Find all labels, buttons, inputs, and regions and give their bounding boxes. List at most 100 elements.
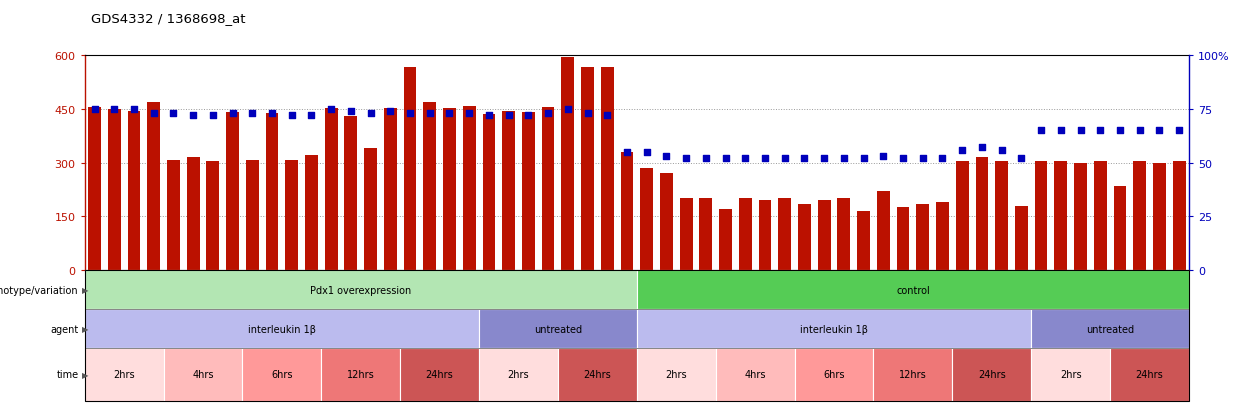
Bar — [383, 108, 397, 271]
Bar — [522, 113, 535, 271]
Point — [754, 156, 774, 162]
Bar — [365, 149, 377, 271]
Point — [105, 106, 125, 113]
Text: untreated: untreated — [1086, 324, 1134, 334]
Text: 2hrs: 2hrs — [508, 370, 529, 380]
Point — [656, 153, 676, 160]
Text: 24hrs: 24hrs — [584, 370, 611, 380]
Point — [163, 110, 183, 117]
Bar — [896, 208, 909, 271]
Bar — [108, 110, 121, 271]
Text: ▶: ▶ — [82, 325, 88, 334]
Text: 24hrs: 24hrs — [977, 370, 1006, 380]
Text: ▶: ▶ — [82, 285, 88, 294]
Point — [261, 110, 281, 117]
Text: time: time — [56, 370, 78, 380]
Point — [598, 113, 618, 119]
Bar — [660, 174, 672, 271]
Bar — [561, 57, 574, 271]
Text: 6hrs: 6hrs — [823, 370, 845, 380]
Bar — [1113, 186, 1127, 271]
Bar — [1035, 161, 1047, 271]
Bar — [423, 102, 436, 271]
Bar — [1055, 161, 1067, 271]
Text: Pdx1 overexpression: Pdx1 overexpression — [310, 285, 411, 295]
Point — [893, 156, 913, 162]
Point — [972, 145, 992, 152]
Point — [479, 113, 499, 119]
Point — [1071, 128, 1091, 134]
Point — [676, 156, 696, 162]
Point — [203, 113, 223, 119]
Bar — [700, 199, 712, 271]
Bar — [325, 108, 337, 271]
Bar — [187, 158, 199, 271]
Point — [420, 110, 439, 117]
Bar — [956, 161, 969, 271]
Point — [243, 110, 263, 117]
Text: ▶: ▶ — [82, 370, 88, 379]
Point — [794, 156, 814, 162]
Text: 12hrs: 12hrs — [899, 370, 926, 380]
Text: 2hrs: 2hrs — [113, 370, 134, 380]
Bar — [403, 68, 416, 271]
Bar — [167, 160, 179, 271]
Text: genotype/variation: genotype/variation — [0, 285, 78, 295]
Point — [578, 110, 598, 117]
Point — [124, 106, 144, 113]
Point — [716, 156, 736, 162]
Bar — [147, 102, 161, 271]
Point — [1111, 128, 1130, 134]
Point — [223, 110, 243, 117]
Bar — [443, 108, 456, 271]
Point — [814, 156, 834, 162]
Bar — [758, 201, 772, 271]
Bar — [640, 169, 654, 271]
Text: 24hrs: 24hrs — [1135, 370, 1163, 380]
Text: 2hrs: 2hrs — [665, 370, 687, 380]
Bar — [818, 201, 830, 271]
Point — [400, 110, 420, 117]
Bar — [285, 160, 298, 271]
Text: 24hrs: 24hrs — [426, 370, 453, 380]
Bar — [581, 68, 594, 271]
Bar — [916, 204, 929, 271]
Bar — [798, 204, 810, 271]
Bar — [838, 199, 850, 271]
Point — [933, 156, 952, 162]
Text: interleukin 1β: interleukin 1β — [248, 324, 316, 334]
Point — [873, 153, 893, 160]
Point — [854, 156, 874, 162]
Point — [1129, 128, 1149, 134]
Bar — [345, 116, 357, 271]
Point — [1149, 128, 1169, 134]
Bar — [483, 115, 496, 271]
Point — [834, 156, 854, 162]
Bar — [720, 210, 732, 271]
Point — [85, 106, 105, 113]
Bar — [207, 161, 219, 271]
Point — [499, 113, 519, 119]
Bar — [778, 199, 791, 271]
Text: interleukin 1β: interleukin 1β — [801, 324, 868, 334]
Bar — [738, 199, 752, 271]
Point — [459, 110, 479, 117]
Point — [952, 147, 972, 154]
Bar — [936, 202, 949, 271]
Bar — [1173, 161, 1185, 271]
Text: control: control — [896, 285, 930, 295]
Bar — [1153, 163, 1165, 271]
Text: 12hrs: 12hrs — [347, 370, 375, 380]
Bar — [88, 108, 101, 271]
Point — [618, 149, 637, 156]
Point — [736, 156, 756, 162]
Bar — [995, 161, 1008, 271]
Bar — [1094, 161, 1107, 271]
Point — [774, 156, 794, 162]
Text: 6hrs: 6hrs — [271, 370, 293, 380]
Point — [1169, 128, 1189, 134]
Point — [696, 156, 716, 162]
Text: agent: agent — [50, 324, 78, 334]
Bar — [976, 158, 989, 271]
Point — [1051, 128, 1071, 134]
